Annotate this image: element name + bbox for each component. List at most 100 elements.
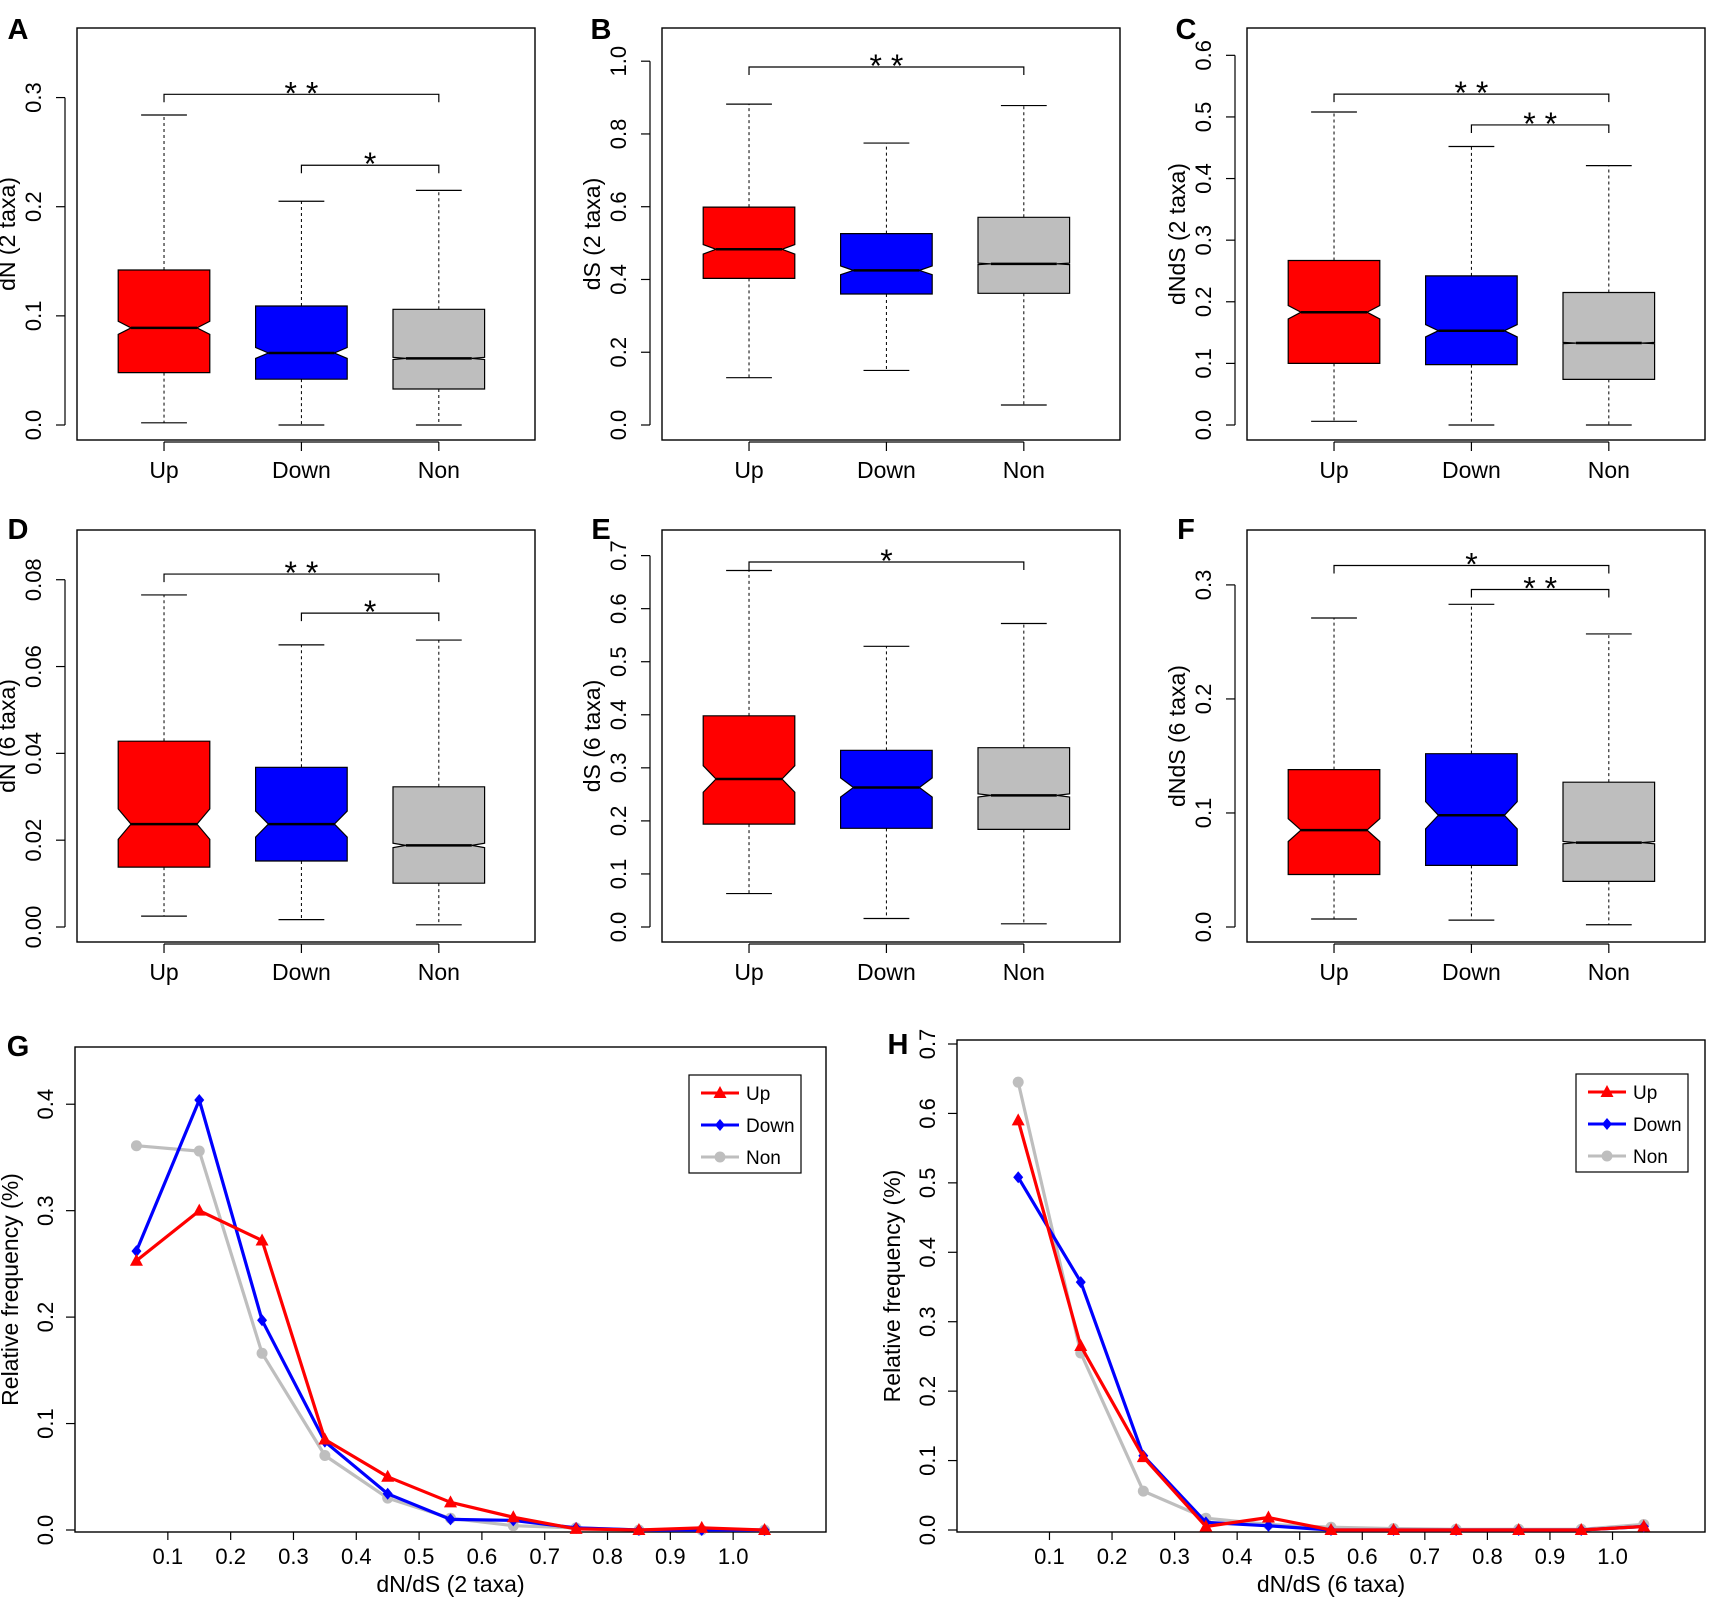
plot-frame — [1246, 27, 1706, 441]
bracket-line — [300, 164, 440, 174]
y-axis-label: dS (2 taxa) — [579, 178, 605, 291]
x-category-label: Up — [1319, 457, 1348, 483]
notched-box — [1424, 753, 1518, 867]
y-tick-label: 0.1 — [21, 301, 46, 332]
point-marker — [1136, 1450, 1150, 1463]
legend-label: Down — [1633, 1115, 1682, 1136]
y-tick-label: 0.0 — [915, 1515, 940, 1546]
point-marker — [1263, 1519, 1274, 1532]
notched-box — [1562, 781, 1656, 883]
panel-letter: H — [888, 1029, 909, 1061]
x-tick-label: 0.1 — [153, 1544, 184, 1569]
point-marker — [1199, 1519, 1213, 1532]
point-marker — [1449, 1523, 1463, 1535]
x-tick-label: 0.3 — [278, 1544, 309, 1569]
x-tick-label: 0.8 — [1472, 1544, 1503, 1569]
point-marker — [1602, 1118, 1612, 1130]
point-marker — [569, 1521, 583, 1534]
notched-box — [392, 786, 486, 884]
significance-bracket: * — [1333, 547, 1610, 583]
panel-D: D 0.00 0.02 0.04 0.06 0.08 dN (6 taxa) Up Down No… — [0, 514, 536, 985]
series-line — [1016, 1081, 1644, 1531]
point-marker — [714, 1151, 726, 1163]
y-tick-label: 0.0 — [1191, 912, 1216, 943]
significance-stars: * * — [1455, 75, 1489, 111]
x-tick-label: 0.6 — [1347, 1544, 1378, 1569]
x-category-label: Non — [1003, 959, 1045, 985]
bracket-line — [1470, 124, 1610, 133]
x-tick-label: 0.5 — [1284, 1544, 1315, 1569]
y-tick-label: 0.7 — [915, 1029, 940, 1060]
box-down: Down — [1424, 145, 1518, 483]
x-axis-label: dN/dS (2 taxa) — [376, 1571, 524, 1597]
box-down: Down — [1424, 603, 1518, 985]
significance-bracket: * * — [163, 555, 440, 591]
plot-frame — [661, 27, 1121, 441]
series-line — [135, 1209, 765, 1532]
y-tick-label: 0.1 — [1191, 348, 1216, 379]
x-category-label: Non — [418, 457, 460, 483]
point-marker — [445, 1513, 456, 1526]
y-tick-label: 0.3 — [33, 1195, 58, 1226]
point-marker — [1637, 1519, 1651, 1532]
x-tick-label: 0.9 — [655, 1544, 686, 1569]
x-tick-label: 0.3 — [1159, 1544, 1190, 1569]
box-non: Non — [977, 104, 1071, 483]
legend-entry-up: Up — [701, 1084, 770, 1105]
plot-frame — [661, 529, 1121, 943]
series-up — [1011, 1113, 1651, 1535]
x-tick-label: 0.5 — [404, 1544, 435, 1569]
point-marker — [1011, 1113, 1025, 1126]
box-down: Down — [255, 200, 348, 483]
significance-stars: * * — [1523, 570, 1557, 606]
significance-bracket: * * — [1470, 106, 1610, 142]
x-category-label: Down — [857, 959, 916, 985]
legend-entry-up: Up — [1588, 1083, 1657, 1104]
y-tick-label: 0.2 — [606, 806, 631, 837]
x-category-label: Up — [734, 959, 763, 985]
x-category-label: Non — [1588, 457, 1630, 483]
bracket-line — [748, 66, 1025, 76]
y-tick-label: 0.5 — [606, 646, 631, 677]
point-marker — [129, 1253, 143, 1266]
legend-label: Up — [746, 1084, 770, 1105]
significance-stars: * * — [870, 48, 904, 84]
panel-letter: F — [1177, 514, 1195, 546]
y-tick-label: 0.4 — [606, 264, 631, 295]
x-category-label: Down — [1442, 457, 1501, 483]
box-non: Non — [392, 189, 486, 483]
y-tick-label: 0.0 — [21, 410, 46, 441]
legend-label: Non — [1633, 1147, 1668, 1168]
x-category-label: Non — [1588, 959, 1630, 985]
x-tick-label: 0.8 — [592, 1544, 623, 1569]
point-marker — [695, 1520, 709, 1533]
legend-label: Down — [746, 1116, 795, 1137]
box-up: Up — [1287, 111, 1381, 483]
y-axis-label: dN (6 taxa) — [0, 679, 20, 793]
y-tick-label: 0.7 — [606, 540, 631, 571]
box-up: Up — [1287, 617, 1381, 985]
panel-letter: D — [8, 514, 29, 546]
x-category-label: Non — [418, 959, 460, 985]
y-tick-label: 0.02 — [21, 819, 46, 862]
x-tick-label: 0.1 — [1034, 1544, 1065, 1569]
point-marker — [1074, 1339, 1088, 1352]
significance-stars: * — [364, 594, 376, 630]
series-non — [1012, 1076, 1650, 1535]
box-non: Non — [977, 622, 1071, 985]
panel-G: G 0.0 0.1 0.2 0.3 0.4 Relative frequency (%) 0.… — [0, 1031, 827, 1597]
point-marker — [632, 1523, 646, 1535]
point-marker — [255, 1233, 269, 1246]
panel-letter: C — [1176, 14, 1197, 46]
significance-stars: * * — [285, 75, 319, 111]
point-marker — [194, 1093, 205, 1106]
y-tick-label: 0.6 — [606, 191, 631, 222]
panel-letter: E — [591, 514, 610, 546]
legend-entry-non: Non — [701, 1148, 781, 1169]
x-tick-label: 0.2 — [215, 1544, 246, 1569]
box-non: Non — [1562, 165, 1656, 483]
y-tick-label: 0.0 — [606, 912, 631, 943]
x-tick-label: 0.9 — [1535, 1544, 1566, 1569]
series-up — [129, 1203, 772, 1535]
